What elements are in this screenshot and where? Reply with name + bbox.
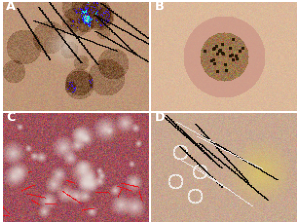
Text: C: C <box>6 111 16 124</box>
Text: D: D <box>155 111 165 124</box>
Text: B: B <box>155 0 164 13</box>
Text: A: A <box>6 0 16 13</box>
